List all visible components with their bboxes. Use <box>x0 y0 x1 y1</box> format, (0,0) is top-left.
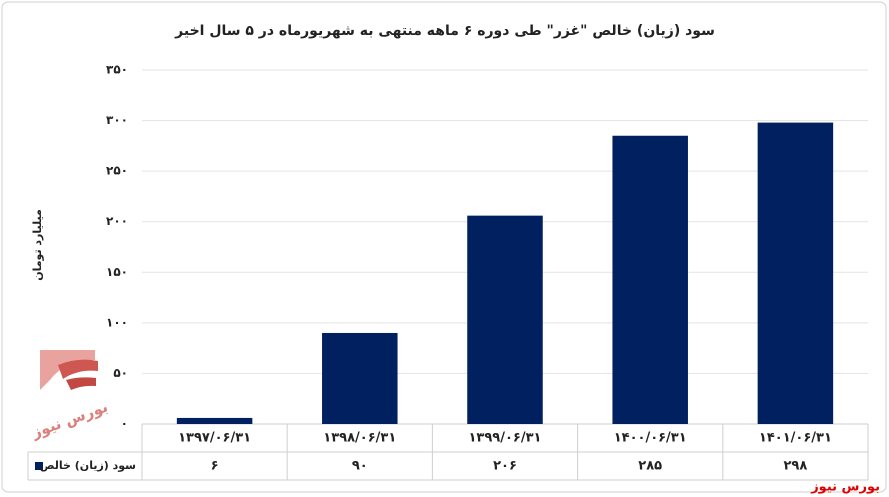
value-label: ۶ <box>211 459 219 474</box>
x-tick-label: ۱۳۹۷/۰۶/۳۱ <box>178 431 251 446</box>
x-tick-label: ۱۴۰۰/۰۶/۳۱ <box>614 431 687 446</box>
bar <box>322 332 398 424</box>
legend-label: سود (زیان) خالص <box>40 459 136 472</box>
y-axis-label: میلیارد تومان <box>31 209 44 281</box>
bar <box>612 135 688 424</box>
legend-swatch <box>35 462 43 470</box>
bar <box>467 215 543 424</box>
y-tick-label: ۲۵۰ <box>106 164 128 178</box>
y-tick-label: ۳۵۰ <box>106 63 128 77</box>
chart-title: سود (زیان) خالص "غزر" طی دوره ۶ ماهه منت… <box>174 23 715 39</box>
y-tick-label: ۱۵۰ <box>106 265 128 279</box>
y-tick-label: ۵۰ <box>113 366 128 380</box>
x-tick-label: ۱۳۹۸/۰۶/۳۱ <box>323 431 396 446</box>
bar <box>757 122 834 424</box>
value-label: ۲۸۵ <box>638 459 662 474</box>
value-label: ۲۹۸ <box>783 459 807 474</box>
x-tick-label: ۱۴۰۱/۰۶/۳۱ <box>759 431 832 446</box>
value-label: ۹۰ <box>352 459 368 474</box>
y-tick-label: ۲۰۰ <box>106 214 128 228</box>
y-tick-label: ۰ <box>121 417 128 431</box>
source: بورس نیوز <box>810 480 880 495</box>
y-tick-label: ۱۰۰ <box>106 315 128 329</box>
value-label: ۲۰۶ <box>493 459 517 474</box>
x-tick-label: ۱۳۹۹/۰۶/۳۱ <box>469 431 542 446</box>
bar <box>176 417 253 424</box>
y-tick-label: ۳۰۰ <box>106 113 128 127</box>
